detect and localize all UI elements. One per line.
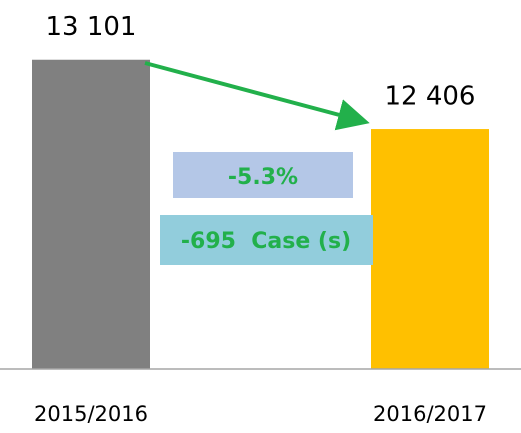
change-box (173, 152, 353, 198)
x-tick-label: 2016/2017 (373, 402, 487, 426)
change-label: -5.3% (228, 165, 298, 190)
x-tick-label: 2015/2016 (34, 402, 148, 426)
bar (371, 129, 489, 369)
value-label: 12 406 (385, 82, 476, 112)
value-label: 13 101 (46, 12, 137, 42)
trend-arrow (144, 61, 370, 131)
diff-box (160, 215, 373, 265)
diff-label: -695 Case (s) (181, 229, 351, 254)
bar (32, 59, 150, 370)
